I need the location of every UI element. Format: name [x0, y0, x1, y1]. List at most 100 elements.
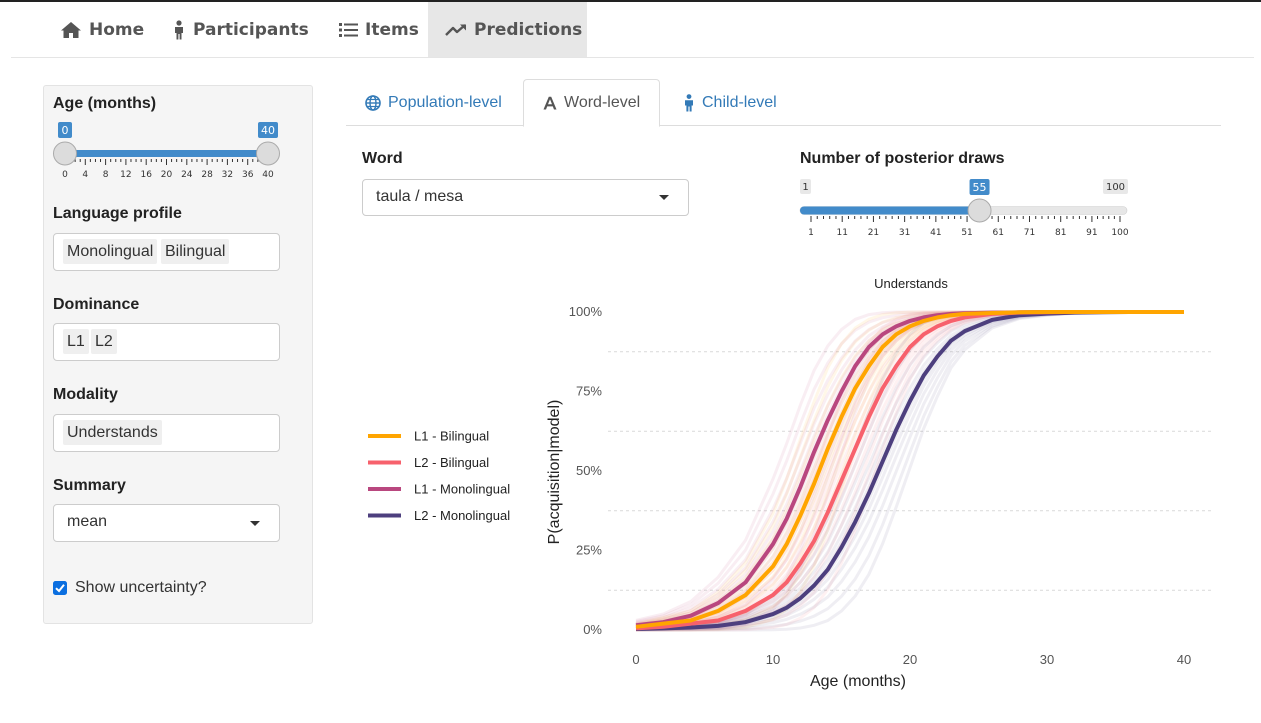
age-label: Age (months) [53, 95, 157, 112]
x-tick-label: 10 [766, 652, 780, 667]
age-max-badge: 40 [261, 124, 275, 137]
draws-slider-ticks: 1 11 21 31 41 51 61 71 81 91 100 [808, 216, 1129, 238]
age-max-badge-bg [258, 122, 278, 138]
top-navbar: Home Participants Items Predictions [11, 2, 1254, 58]
summary-value: mean [67, 513, 108, 530]
nav-participants[interactable]: Participants [172, 2, 309, 57]
person-icon [175, 19, 183, 39]
y-tick-label: 0% [583, 622, 602, 637]
draws-min-badge-bg [800, 179, 811, 194]
legend-label: L1 - Bilingual [414, 429, 489, 444]
age-slider-bar [65, 150, 268, 157]
age-min-badge-bg [58, 122, 72, 138]
level-tabs: Population-level Word-level Child-level [346, 79, 1221, 127]
age-tick-label: 4 [82, 170, 88, 180]
age-slider-ticks: 0 4 8 12 16 20 24 28 32 36 40 [62, 159, 274, 180]
y-axis-label: P(acquisition|model) [546, 400, 563, 545]
x-tick-label: 20 [903, 652, 917, 667]
nav-items[interactable]: Items [339, 2, 419, 57]
dominance-label: Dominance [53, 296, 140, 313]
word-select[interactable]: taula / mesa [362, 179, 689, 216]
draws-slider-fill [800, 206, 980, 215]
age-tick-label: 36 [242, 170, 254, 180]
y-tick-label: 50% [576, 463, 602, 478]
modality-label: Modality [53, 386, 118, 403]
tab-word-label: Word-level [564, 94, 641, 111]
summary-select[interactable]: mean [53, 504, 280, 542]
draws-tick-label: 51 [961, 228, 972, 238]
dominance-select[interactable]: L1 L2 [53, 323, 280, 361]
draws-label: Number of posterior draws [800, 150, 1005, 167]
tab-child-label: Child-level [702, 93, 777, 111]
chip-bilingual[interactable]: Bilingual [161, 239, 230, 264]
draws-max-badge-bg [1103, 179, 1128, 194]
draws-tick-label: 21 [868, 228, 879, 238]
language-profile-select[interactable]: Monolingual Bilingual [53, 233, 280, 271]
chart-gridlines [608, 351, 1212, 591]
nav-predictions[interactable]: Predictions [428, 2, 587, 57]
font-icon [543, 96, 557, 110]
age-tick-label: 12 [120, 170, 131, 180]
age-min-badge: 0 [62, 124, 69, 137]
chart-legend: L1 - Bilingual L2 - Bilingual L1 - Monolin… [368, 429, 510, 523]
nav-home[interactable]: Home [60, 2, 144, 57]
draws-max-badge: 100 [1106, 182, 1125, 193]
x-tick-label: 40 [1177, 652, 1191, 667]
trend-icon [445, 23, 466, 36]
y-axis-ticks: 0% 25% 50% 75% 100% [569, 304, 603, 637]
series-line [635, 310, 1184, 629]
y-tick-label: 100% [569, 304, 603, 319]
tab-population-level[interactable]: Population-level [365, 79, 502, 126]
chip-l1[interactable]: L1 [63, 329, 89, 354]
uncertainty-checkbox[interactable] [53, 581, 67, 595]
age-tick-label: 24 [181, 170, 193, 180]
chip-understands[interactable]: Understands [63, 420, 162, 445]
draws-tick-label: 31 [899, 228, 910, 238]
uncertainty-row: Show uncertainty? [53, 579, 207, 597]
draws-slider[interactable]: 1 100 55 1 11 21 31 41 51 61 71 81 91 100 [790, 176, 1140, 242]
x-axis-label: Age (months) [810, 673, 906, 690]
x-tick-label: 0 [632, 652, 639, 667]
tab-child-level[interactable]: Child-level [683, 79, 777, 126]
list-icon [339, 22, 358, 37]
series-lines [635, 310, 1184, 631]
draws-min-badge: 1 [802, 182, 808, 193]
child-icon [685, 93, 693, 111]
age-tick-label: 0 [62, 170, 68, 180]
draws-tick-label: 81 [1055, 228, 1066, 238]
y-tick-label: 75% [576, 384, 602, 399]
chip-l2[interactable]: L2 [91, 329, 117, 354]
age-max-handle[interactable] [256, 141, 280, 166]
legend-label: L2 - Monolingual [414, 508, 510, 523]
draws-tick-label: 100 [1111, 228, 1128, 238]
home-icon [61, 21, 81, 38]
age-min-handle[interactable] [53, 141, 77, 166]
sidebar-panel: Age (months) 0 40 0 4 8 12 16 20 24 28 32 36 40 La… [43, 85, 313, 624]
nav-participants-label: Participants [193, 19, 309, 40]
chip-monolingual[interactable]: Monolingual [63, 239, 158, 264]
language-profile-label: Language profile [53, 205, 182, 222]
draws-tick-label: 91 [1086, 228, 1097, 238]
age-tick-label: 8 [103, 170, 109, 180]
modality-select[interactable]: Understands [53, 414, 280, 452]
age-tick-label: 32 [222, 170, 233, 180]
draws-tick-label: 11 [836, 228, 847, 238]
chevron-down-icon [250, 521, 260, 526]
nav-home-label: Home [89, 19, 145, 40]
word-label: Word [362, 150, 403, 167]
draws-handle[interactable] [967, 198, 992, 223]
tab-population-label: Population-level [388, 93, 502, 111]
window-top-border [0, 0, 1261, 2]
tab-word-level[interactable]: Word-level [523, 79, 660, 127]
x-tick-label: 30 [1040, 652, 1054, 667]
draws-tick-label: 1 [808, 228, 814, 238]
draws-tick-label: 71 [1024, 228, 1035, 238]
y-tick-label: 25% [576, 543, 602, 558]
x-axis-ticks: 0 10 20 30 40 [632, 652, 1191, 667]
legend-label: L1 - Monolingual [414, 482, 510, 497]
chart-title: Understands [874, 276, 948, 291]
nav-predictions-label: Predictions [474, 19, 583, 40]
draws-value-badge: 55 [973, 181, 987, 194]
age-range-slider[interactable]: 0 40 0 4 8 12 16 20 24 28 32 36 40 [44, 119, 312, 184]
prediction-chart: Understands 0% 25% 50% 75% 100% 0 10 20 30 40 Ag… [368, 276, 1212, 690]
